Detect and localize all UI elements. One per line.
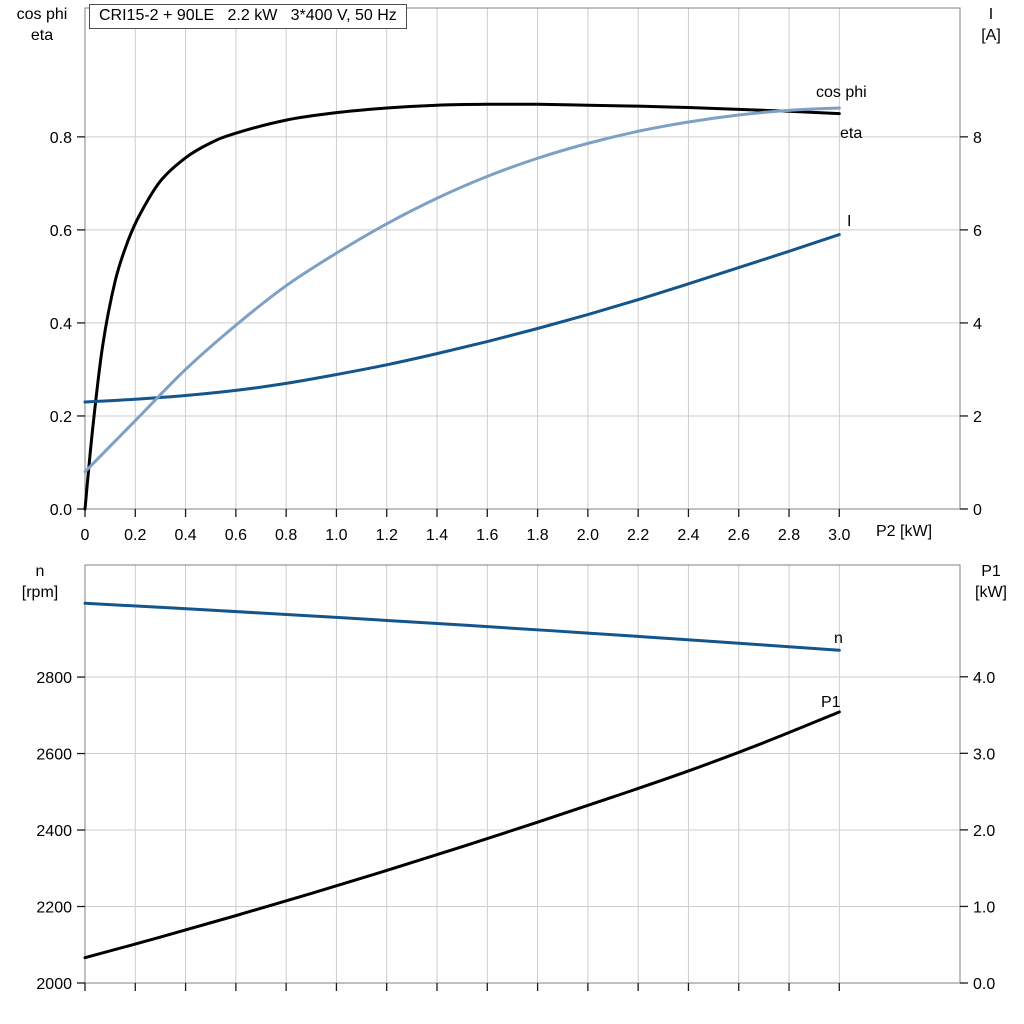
left-tick-label: 2000: [36, 976, 72, 993]
axis-ticks-panel-2: [77, 676, 968, 991]
curve-n: [83, 601, 841, 652]
left-axis-label-line2: eta: [30, 27, 54, 44]
right-tick-label: 2.0: [973, 823, 995, 840]
left-tick-label: 2200: [36, 900, 72, 917]
bottom-left-axis-label: n [rpm]: [4, 561, 76, 603]
x-tick-label: 1.0: [325, 527, 347, 544]
curve-eta: [83, 102, 841, 511]
x-tick-label: 0.8: [275, 527, 297, 544]
left-tick-label: 0.6: [50, 223, 72, 240]
left-axis-label-line1: cos phi: [16, 6, 68, 23]
right-tick-label: 0.0: [973, 976, 995, 993]
right-tick-label: 8: [973, 130, 982, 147]
bottom-right-axis-label: P1 [kW]: [962, 561, 1020, 603]
right-tick-label: 2: [973, 409, 982, 426]
curve-cos-phi: [83, 106, 841, 474]
curve-label-P1: P1: [821, 694, 841, 711]
top-right-axis-label: I [A]: [962, 4, 1020, 46]
x-tick-label: 0.4: [174, 527, 196, 544]
right-tick-label: 6: [973, 223, 982, 240]
curve-label-I: I: [847, 213, 851, 230]
right-tick-label: 4: [973, 316, 982, 333]
gridlines-panel-1: [84, 8, 960, 509]
gridlines-panel-2: [84, 565, 960, 983]
right-axis-label-line2: [A]: [981, 27, 1001, 44]
right-tick-label: 3.0: [973, 746, 995, 763]
speed-axis-label-line1: n: [35, 563, 45, 580]
curve-label-n: n: [834, 630, 843, 647]
x-tick-label: 1.2: [376, 527, 398, 544]
left-tick-label: 2800: [36, 670, 72, 687]
right-axis-label-line1: I: [988, 6, 994, 23]
left-tick-label: 0.4: [50, 316, 72, 333]
x-tick-label: 2.2: [627, 527, 649, 544]
top-left-axis-label: cos phi eta: [2, 4, 82, 46]
speed-axis-label-line2: [rpm]: [21, 584, 59, 601]
x-tick-label: 1.8: [526, 527, 548, 544]
power-axis-label-line2: [kW]: [975, 584, 1007, 601]
power-axis-label-line1: P1: [981, 563, 1001, 580]
x-tick-label: 0.2: [124, 527, 146, 544]
x-tick-label: 2.6: [728, 527, 750, 544]
curve-label-cos-phi: cos phi: [816, 84, 867, 101]
x-tick-label: 2.0: [577, 527, 599, 544]
x-tick-label: 1.6: [476, 527, 498, 544]
plot-frame-panel-1: [84, 7, 961, 510]
left-tick-label: 2400: [36, 823, 72, 840]
x-tick-label: 0: [81, 527, 90, 544]
left-tick-label: 0.2: [50, 409, 72, 426]
x-tick-label: 1.4: [426, 527, 448, 544]
x-tick-label: 2.8: [778, 527, 800, 544]
left-tick-label: 0.0: [50, 502, 72, 519]
left-tick-label: 0.8: [50, 130, 72, 147]
axis-ticks-panel-1: [77, 136, 968, 517]
curve-P1: [83, 710, 841, 960]
plot-frame-panel-2: [84, 564, 961, 984]
right-tick-label: 1.0: [973, 899, 995, 916]
curve-label-eta: eta: [840, 125, 862, 142]
x-tick-label: 0.6: [225, 527, 247, 544]
x-tick-label: 3.0: [828, 527, 850, 544]
x-tick-label: 2.4: [677, 527, 699, 544]
curve-I: [83, 233, 841, 404]
chart-title-box: CRI15-2 + 90LE 2.2 kW 3*400 V, 50 Hz: [89, 4, 407, 29]
left-tick-label: 2600: [36, 747, 72, 764]
right-tick-label: 4.0: [973, 670, 995, 687]
right-tick-label: 0: [973, 502, 982, 519]
x-axis-title: P2 [kW]: [876, 523, 933, 540]
